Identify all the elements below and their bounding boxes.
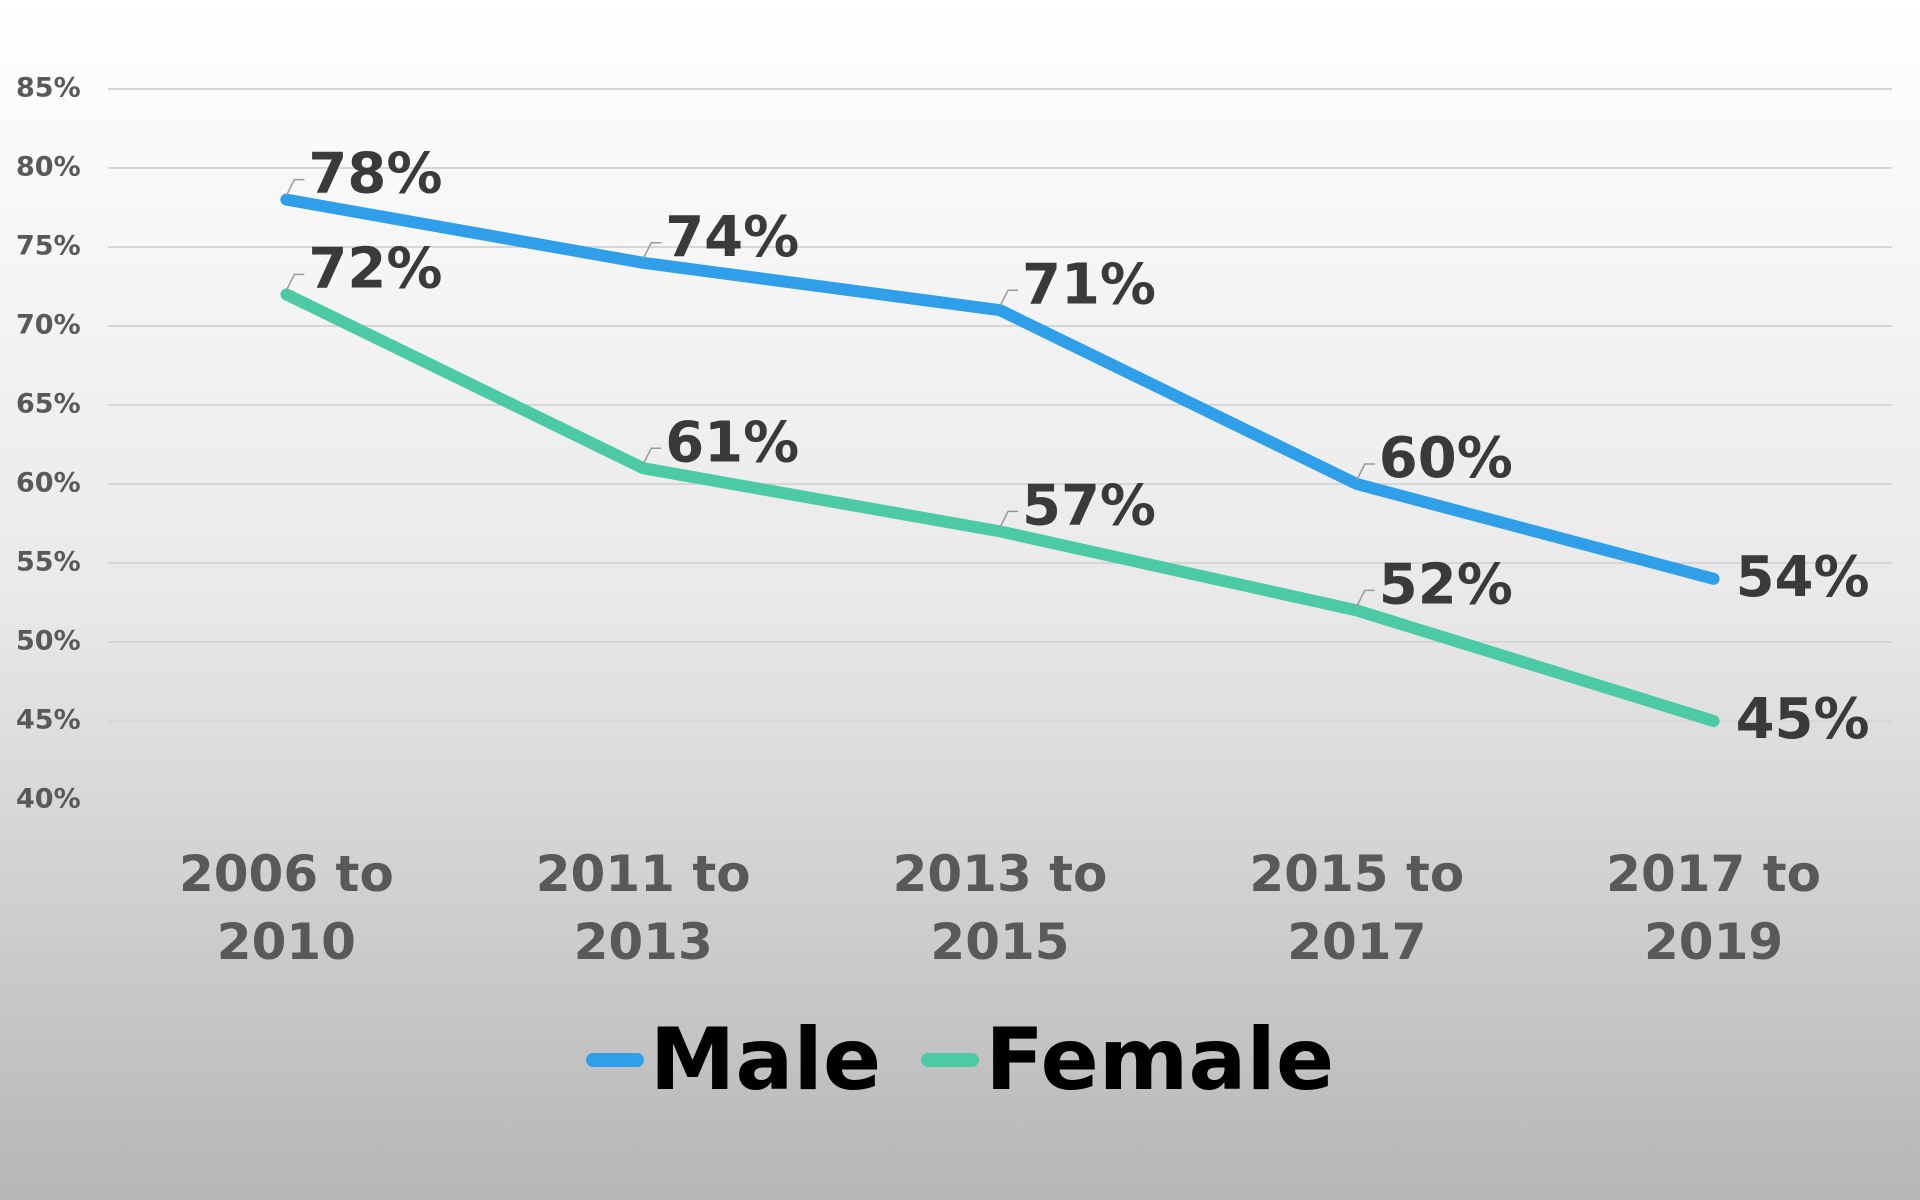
data-label: 74% [665, 205, 799, 270]
y-tick-label: 60% [16, 468, 81, 499]
legend-label: Male [649, 1010, 882, 1110]
data-label: 61% [665, 410, 799, 475]
legend-item: Male [585, 1010, 882, 1110]
legend: Male Female [0, 1005, 1920, 1115]
leader-line [1356, 589, 1375, 607]
data-label: 45% [1736, 687, 1870, 752]
x-tick-label: 2015 to 2017 [1249, 845, 1465, 971]
legend-swatch [921, 1053, 980, 1067]
legend-swatch [585, 1053, 644, 1067]
series-line [280, 193, 1720, 585]
data-label: 72% [308, 237, 442, 302]
data-label: 71% [1022, 252, 1156, 317]
leader-line [999, 289, 1018, 307]
y-tick-label: 85% [16, 73, 81, 104]
data-label: 57% [1022, 474, 1156, 539]
data-label: 54% [1736, 545, 1870, 610]
x-tick-label: 2006 to 2010 [178, 845, 394, 971]
x-tick-label: 2013 to 2015 [892, 845, 1108, 971]
data-label: 78% [308, 142, 442, 207]
series-line [280, 288, 1720, 727]
y-tick-label: 65% [16, 389, 81, 420]
leader-line [999, 510, 1018, 528]
y-tick-label: 70% [16, 310, 81, 341]
x-tick-label: 2011 to 2013 [535, 845, 751, 971]
leader-line [1356, 463, 1375, 481]
y-tick-label: 55% [16, 547, 81, 578]
leader-line [642, 447, 662, 465]
data-label: 60% [1379, 426, 1513, 491]
leader-line [285, 273, 305, 291]
y-tick-label: 40% [16, 784, 81, 815]
x-tick-label: 2017 to 2019 [1606, 845, 1821, 971]
leader-line [285, 178, 305, 196]
y-tick-label: 50% [16, 626, 81, 657]
leader-line [642, 242, 662, 260]
y-tick-label: 80% [16, 152, 81, 183]
y-tick-label: 45% [16, 705, 81, 736]
y-tick-label: 75% [16, 231, 81, 262]
legend-item: Female [921, 1010, 1334, 1110]
legend-label: Female [985, 1010, 1335, 1110]
data-label: 52% [1379, 553, 1513, 618]
